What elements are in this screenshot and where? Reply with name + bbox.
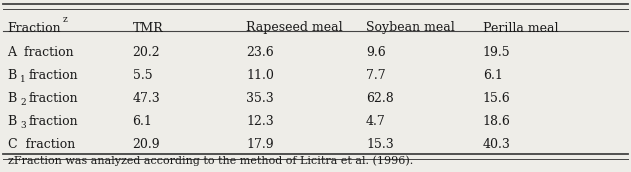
Text: 20.2: 20.2: [133, 46, 160, 59]
Text: 5.5: 5.5: [133, 69, 152, 82]
Text: zFraction was analyzed according to the method of Licitra et al. (1996).: zFraction was analyzed according to the …: [8, 155, 413, 166]
Text: 47.3: 47.3: [133, 92, 160, 105]
Text: 15.3: 15.3: [366, 138, 394, 152]
Text: TMR: TMR: [133, 22, 163, 35]
Text: Fraction: Fraction: [8, 22, 61, 35]
Text: 1: 1: [20, 75, 26, 84]
Text: C  fraction: C fraction: [8, 138, 75, 152]
Text: 23.6: 23.6: [246, 46, 274, 59]
Text: 9.6: 9.6: [366, 46, 386, 59]
Text: 17.9: 17.9: [246, 138, 274, 152]
Text: fraction: fraction: [28, 69, 78, 82]
Text: 40.3: 40.3: [483, 138, 510, 152]
Text: 35.3: 35.3: [246, 92, 274, 105]
Text: 12.3: 12.3: [246, 115, 274, 128]
Text: 6.1: 6.1: [133, 115, 152, 128]
Text: 18.6: 18.6: [483, 115, 510, 128]
Text: Perilla meal: Perilla meal: [483, 22, 558, 35]
Text: 7.7: 7.7: [366, 69, 386, 82]
Text: B: B: [8, 69, 17, 82]
Text: Soybean meal: Soybean meal: [366, 22, 455, 35]
Text: 4.7: 4.7: [366, 115, 386, 128]
Text: 6.1: 6.1: [483, 69, 502, 82]
Text: 2: 2: [20, 98, 26, 107]
Text: 3: 3: [20, 121, 26, 130]
Text: 15.6: 15.6: [483, 92, 510, 105]
Text: fraction: fraction: [28, 115, 78, 128]
Text: 11.0: 11.0: [246, 69, 274, 82]
Text: A  fraction: A fraction: [8, 46, 74, 59]
Text: Rapeseed meal: Rapeseed meal: [246, 22, 343, 35]
Text: B: B: [8, 92, 17, 105]
Text: fraction: fraction: [28, 92, 78, 105]
Text: B: B: [8, 115, 17, 128]
Text: z: z: [62, 15, 68, 24]
Text: 20.9: 20.9: [133, 138, 160, 152]
Text: 62.8: 62.8: [366, 92, 394, 105]
Text: 19.5: 19.5: [483, 46, 510, 59]
